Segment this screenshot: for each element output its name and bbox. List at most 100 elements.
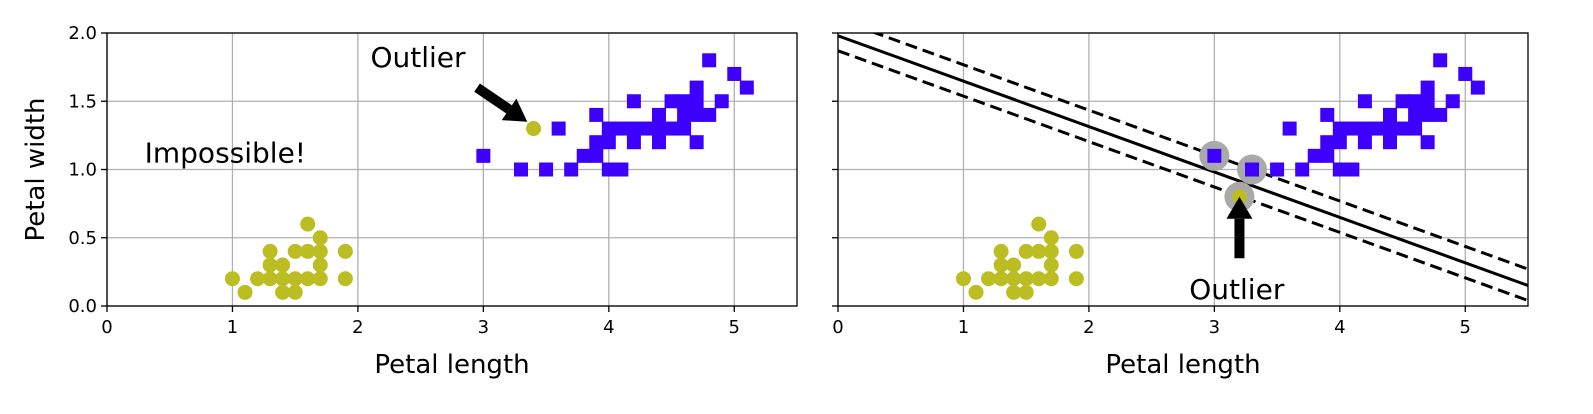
data-point (300, 271, 316, 287)
data-point (312, 257, 328, 273)
x-tick-label: 0 (101, 317, 112, 338)
data-point (224, 271, 240, 287)
data-point (993, 243, 1009, 259)
data-point (652, 135, 666, 150)
data-point (1357, 135, 1372, 150)
y-tick-label: 1.5 (68, 91, 97, 112)
model-lines (838, 33, 1528, 302)
data-point (1332, 162, 1347, 177)
annotation: Outlier (370, 41, 528, 122)
data-point (1270, 162, 1285, 177)
data-point (1018, 284, 1034, 300)
data-point (1357, 121, 1372, 136)
data-point (576, 148, 591, 163)
data-point (564, 162, 579, 177)
data-point (1370, 121, 1385, 136)
data-point (275, 257, 291, 273)
x-tick-label: 4 (1334, 317, 1345, 338)
data-point (1320, 148, 1335, 163)
data-point (702, 107, 717, 122)
data-point (677, 107, 692, 122)
data-point (1383, 121, 1397, 136)
data-point (1420, 135, 1435, 150)
outlier-label: Outlier (1189, 273, 1285, 306)
series-2 (476, 53, 754, 177)
data-point (1031, 271, 1047, 287)
data-point (1068, 271, 1084, 287)
data-point (689, 135, 704, 150)
data-point (1006, 271, 1022, 287)
y-tick-label: 0.0 (68, 296, 97, 317)
data-point (237, 284, 253, 300)
x-tick-label: 3 (1209, 317, 1220, 338)
data-point (601, 162, 616, 177)
annotation: Outlier (1189, 196, 1285, 306)
data-point (993, 257, 1009, 273)
chart-panel-2: 0 1 2 3 4 5 Petal length Outlier (832, 32, 1529, 380)
data-point (664, 121, 679, 136)
x-tick-label: 2 (352, 317, 363, 338)
data-point (1420, 107, 1435, 122)
x-axis-label: Petal length (374, 350, 529, 380)
data-point (1433, 53, 1448, 68)
data-point (300, 216, 316, 232)
data-point (1408, 121, 1423, 136)
data-point (250, 271, 266, 287)
y-tick-label: 2.0 (68, 23, 97, 44)
data-point (1031, 243, 1047, 259)
data-point (1006, 257, 1022, 273)
data-point (1345, 162, 1360, 177)
data-point (689, 94, 704, 109)
data-point (1018, 271, 1034, 287)
data-point (626, 94, 641, 109)
data-point (312, 243, 328, 259)
data-point (714, 94, 729, 109)
data-point (664, 94, 679, 109)
data-point (1383, 135, 1397, 150)
data-point (652, 107, 666, 122)
chart-panel-1: 0 1 2 3 4 5 0.0 0.5 1.0 1.5 2.0 Petal length Petal w… (21, 23, 798, 380)
x-axis-label: Petal length (1105, 350, 1260, 380)
y-axis-label: Petal width (21, 97, 51, 241)
data-point (981, 271, 997, 287)
data-point (639, 121, 654, 136)
data-point (1408, 107, 1423, 122)
y-tick-label: 0.5 (68, 228, 97, 249)
data-point (312, 271, 328, 287)
x-tick-label: 1 (227, 317, 238, 338)
data-point (1245, 162, 1259, 177)
data-point (614, 162, 629, 177)
y-tick-label: 1.0 (68, 160, 97, 181)
data-point (287, 284, 303, 300)
data-point (1043, 243, 1059, 259)
data-point (1345, 121, 1360, 136)
data-point (993, 271, 1009, 287)
data-point (1043, 257, 1059, 273)
data-point (337, 243, 353, 259)
outlier-arrow-shaft (474, 83, 512, 114)
x-tick-label: 2 (1083, 317, 1094, 338)
data-point (614, 121, 629, 136)
x-tick-label: 3 (478, 317, 489, 338)
data-point (1332, 121, 1347, 136)
data-point (262, 257, 278, 273)
data-point (689, 107, 704, 122)
data-point (1332, 135, 1347, 150)
data-point (739, 80, 754, 95)
data-point (337, 271, 353, 287)
data-point (287, 243, 303, 259)
data-point (1408, 94, 1423, 109)
data-point (1043, 271, 1059, 287)
data-point (476, 148, 491, 163)
data-point (539, 162, 554, 177)
data-point (626, 121, 641, 136)
series-2 (1207, 53, 1485, 177)
data-point (514, 162, 528, 177)
margin-line (871, 33, 1528, 271)
data-point (1031, 216, 1047, 232)
decision-boundary (838, 34, 1528, 287)
data-point (1307, 148, 1322, 163)
data-point (1383, 107, 1397, 122)
data-point (1006, 284, 1022, 300)
